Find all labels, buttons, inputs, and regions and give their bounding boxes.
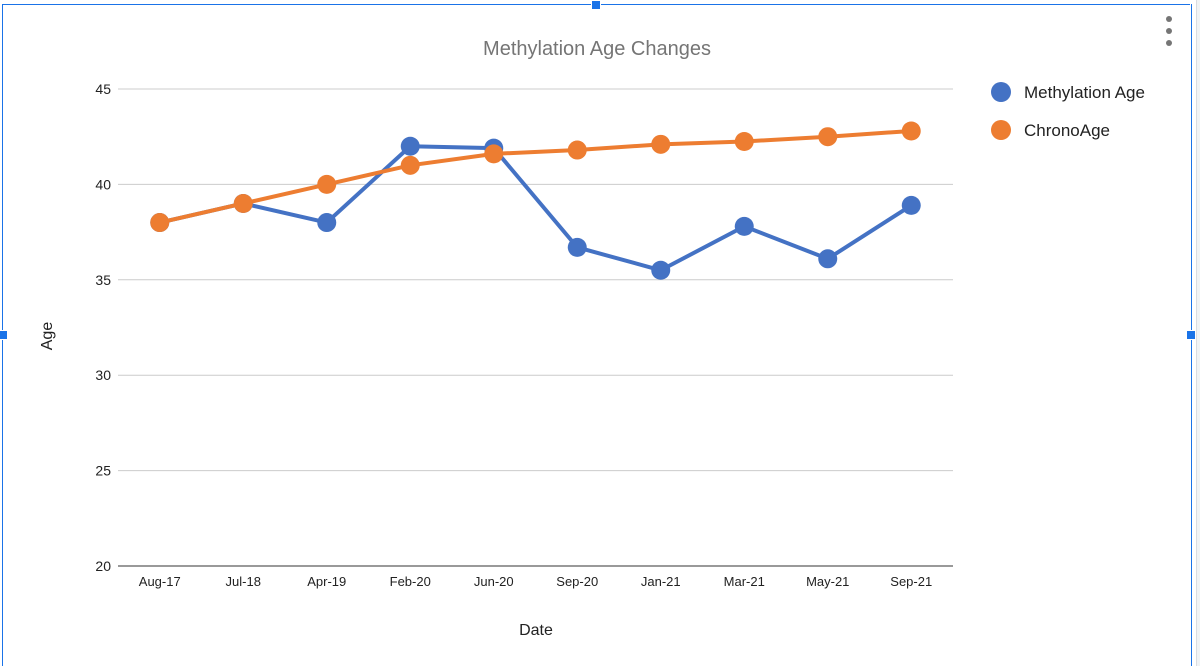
x-tick-label: May-21 — [806, 574, 849, 589]
x-tick-label: Feb-20 — [390, 574, 431, 589]
data-point — [901, 121, 921, 141]
y-tick-label: 40 — [95, 176, 111, 192]
data-point — [317, 213, 337, 233]
x-tick-label: Mar-21 — [724, 574, 765, 589]
data-point — [567, 140, 587, 160]
legend-label: Methylation Age — [1024, 83, 1145, 102]
x-tick-label: Aug-17 — [139, 574, 181, 589]
y-tick-label: 45 — [95, 81, 111, 97]
series-lines — [150, 121, 921, 280]
x-tick-label: Sep-21 — [890, 574, 932, 589]
legend-marker — [991, 120, 1011, 140]
x-tick-label: Sep-20 — [556, 574, 598, 589]
y-axis-label: Age — [39, 322, 56, 351]
data-point — [651, 134, 671, 154]
resize-handle-right[interactable] — [1186, 330, 1196, 340]
data-point — [317, 174, 337, 194]
series-line — [159, 128, 912, 225]
legend-item: ChronoAge — [991, 120, 1110, 140]
y-tick-label: 30 — [95, 367, 111, 383]
more-vert-icon[interactable] — [1160, 14, 1178, 48]
series-line — [159, 144, 913, 273]
spreadsheet-grid-edge — [1196, 0, 1200, 666]
y-tick-label: 35 — [95, 272, 111, 288]
data-point — [400, 155, 420, 175]
x-axis-label: Date — [519, 622, 553, 639]
data-point — [150, 213, 170, 233]
data-point — [567, 237, 587, 257]
data-point — [901, 195, 921, 215]
x-tick-label: Apr-19 — [307, 574, 346, 589]
legend: Methylation Age ChronoAge — [991, 82, 1145, 140]
legend-label: ChronoAge — [1024, 121, 1110, 140]
data-point — [400, 136, 420, 156]
resize-handle-left[interactable] — [0, 330, 8, 340]
y-axis-ticks: 20 25 30 35 40 45 — [95, 81, 111, 574]
chart-title: Methylation Age Changes — [483, 38, 711, 60]
y-tick-label: 20 — [95, 558, 111, 574]
data-point — [818, 249, 838, 269]
legend-item: Methylation Age — [991, 82, 1145, 102]
x-tick-label: Jun-20 — [474, 574, 514, 589]
data-point — [651, 260, 671, 280]
gridlines — [118, 88, 953, 567]
y-tick-label: 25 — [95, 463, 111, 479]
x-tick-label: Jan-21 — [641, 574, 681, 589]
data-point — [233, 193, 253, 213]
series-group — [150, 121, 921, 233]
data-point — [734, 216, 754, 236]
data-point — [484, 144, 504, 164]
x-tick-label: Jul-18 — [226, 574, 261, 589]
legend-marker — [991, 82, 1011, 102]
data-point — [818, 127, 838, 147]
data-point — [734, 131, 754, 151]
resize-handle-top[interactable] — [591, 0, 601, 10]
x-axis-ticks: Aug-17 Jul-18 Apr-19 Feb-20 Jun-20 Sep-20 Jan-… — [139, 574, 932, 589]
series-group — [150, 136, 921, 280]
